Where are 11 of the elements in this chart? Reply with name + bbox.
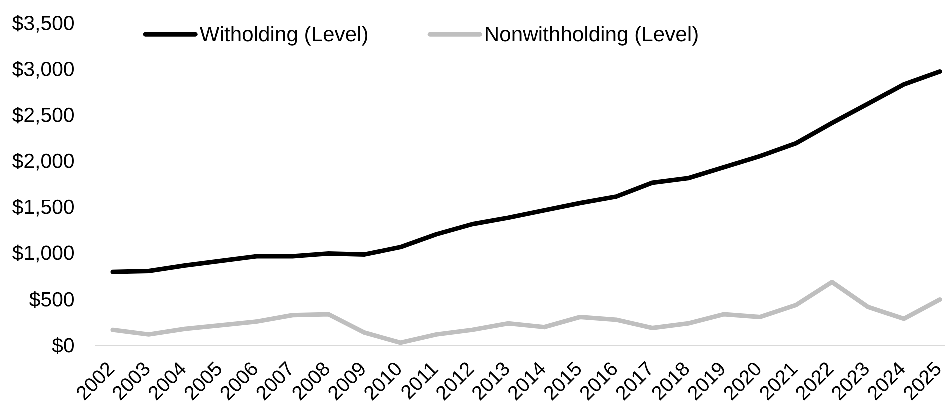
y-tick-label: $500 (30, 291, 74, 308)
y-tick-label: $3,000 (12, 61, 74, 79)
y-tick-label: $2,000 (12, 153, 74, 171)
legend-label: Witholding (Level) (200, 26, 368, 46)
legend-label: Nonwithholding (Level) (486, 26, 698, 46)
y-tick-label: $3,500 (12, 15, 74, 33)
line-series (110, 280, 942, 346)
y-tick-label: $0 (52, 337, 74, 354)
y-tick-label: $2,500 (12, 107, 74, 125)
y-tick-label: $1,000 (12, 244, 74, 263)
y-tick-label: $1,500 (12, 198, 74, 217)
